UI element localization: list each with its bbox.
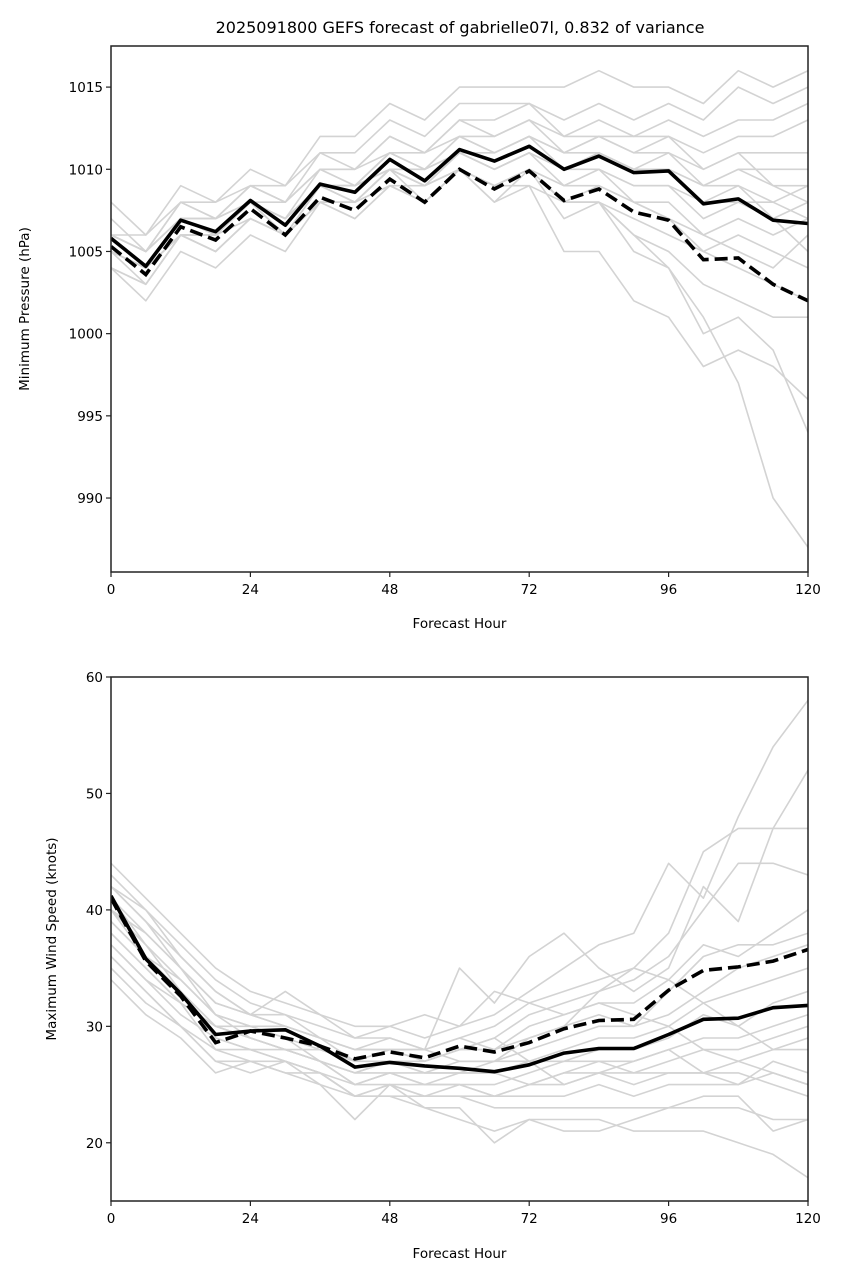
pressure-series-ensemble-mean bbox=[111, 144, 808, 269]
wind-y-tick-label: 40 bbox=[86, 903, 103, 919]
wind-series-member-17 bbox=[111, 955, 808, 1144]
wind-series-ensemble-mean bbox=[111, 895, 808, 1074]
pressure-y-tick-label: 1015 bbox=[69, 80, 103, 96]
pressure-series-member-19 bbox=[111, 119, 808, 253]
pressure-x-tick-label: 120 bbox=[795, 582, 821, 598]
wind-y-tick-label: 30 bbox=[86, 1019, 103, 1035]
wind-x-tick-label: 72 bbox=[521, 1211, 538, 1227]
pressure-y-tick-label: 995 bbox=[77, 409, 103, 425]
pressure-series-member-2 bbox=[111, 86, 808, 253]
wind-member-lines bbox=[111, 699, 808, 1179]
pressure-y-axis-label: Minimum Pressure (hPa) bbox=[17, 227, 33, 391]
wind-x-tick-label: 24 bbox=[242, 1211, 259, 1227]
wind-series-member-15 bbox=[111, 897, 808, 1121]
pressure-y-tick-label: 990 bbox=[77, 491, 103, 507]
wind-panel: 0 24 48 72 96 120 20 30 40 50 60 Forecast Hour Ma… bbox=[44, 670, 821, 1262]
pressure-x-tick-label: 48 bbox=[381, 582, 398, 598]
pressure-x-axis-label: Forecast Hour bbox=[413, 616, 507, 632]
wind-x-tick-label: 0 bbox=[107, 1211, 116, 1227]
wind-axes-frame bbox=[110, 676, 809, 1202]
wind-y-ticks: 20 30 40 50 60 bbox=[86, 670, 111, 1152]
pressure-axes-frame bbox=[110, 45, 809, 573]
pressure-x-tick-label: 96 bbox=[660, 582, 677, 598]
wind-x-ticks: 0 24 48 72 96 120 bbox=[107, 1201, 821, 1227]
wind-x-tick-label: 48 bbox=[381, 1211, 398, 1227]
wind-series-member-12 bbox=[111, 909, 808, 1086]
wind-series-member-18 bbox=[111, 885, 808, 1063]
chart-title: 2025091800 GEFS forecast of gabrielle07l… bbox=[216, 18, 705, 37]
pressure-y-tick-label: 1005 bbox=[69, 244, 103, 260]
wind-x-tick-label: 96 bbox=[660, 1211, 677, 1227]
wind-y-tick-label: 60 bbox=[86, 670, 103, 686]
pressure-y-tick-label: 1000 bbox=[69, 327, 103, 343]
wind-series-member-16 bbox=[111, 932, 808, 1179]
pressure-series-member-20 bbox=[111, 152, 808, 269]
wind-series-member-20 bbox=[111, 909, 808, 1086]
wind-y-tick-label: 50 bbox=[86, 786, 103, 802]
pressure-x-tick-label: 24 bbox=[242, 582, 259, 598]
wind-series-principal-component-reconstruction bbox=[111, 897, 808, 1061]
wind-y-tick-label: 20 bbox=[86, 1136, 103, 1152]
wind-x-tick-label: 120 bbox=[795, 1211, 821, 1227]
pressure-series-principal-component-reconstruction bbox=[111, 167, 808, 303]
pressure-x-tick-label: 72 bbox=[521, 582, 538, 598]
pressure-series-member-1 bbox=[111, 69, 808, 236]
pressure-mean-lines bbox=[111, 144, 808, 303]
wind-series-member-14 bbox=[111, 886, 808, 1097]
pressure-panel: 0 24 48 72 96 120 990 995 1000 1005 1010 1015 Fore… bbox=[17, 45, 821, 632]
pressure-x-ticks: 0 24 48 72 96 120 bbox=[107, 572, 821, 598]
wind-mean-lines bbox=[111, 895, 808, 1074]
pressure-y-tick-label: 1010 bbox=[69, 162, 103, 178]
pressure-x-tick-label: 0 bbox=[107, 582, 116, 598]
wind-x-axis-label: Forecast Hour bbox=[413, 1246, 507, 1262]
wind-y-axis-label: Maximum Wind Speed (knots) bbox=[44, 837, 60, 1040]
pressure-y-ticks: 990 995 1000 1005 1010 1015 bbox=[69, 80, 111, 507]
